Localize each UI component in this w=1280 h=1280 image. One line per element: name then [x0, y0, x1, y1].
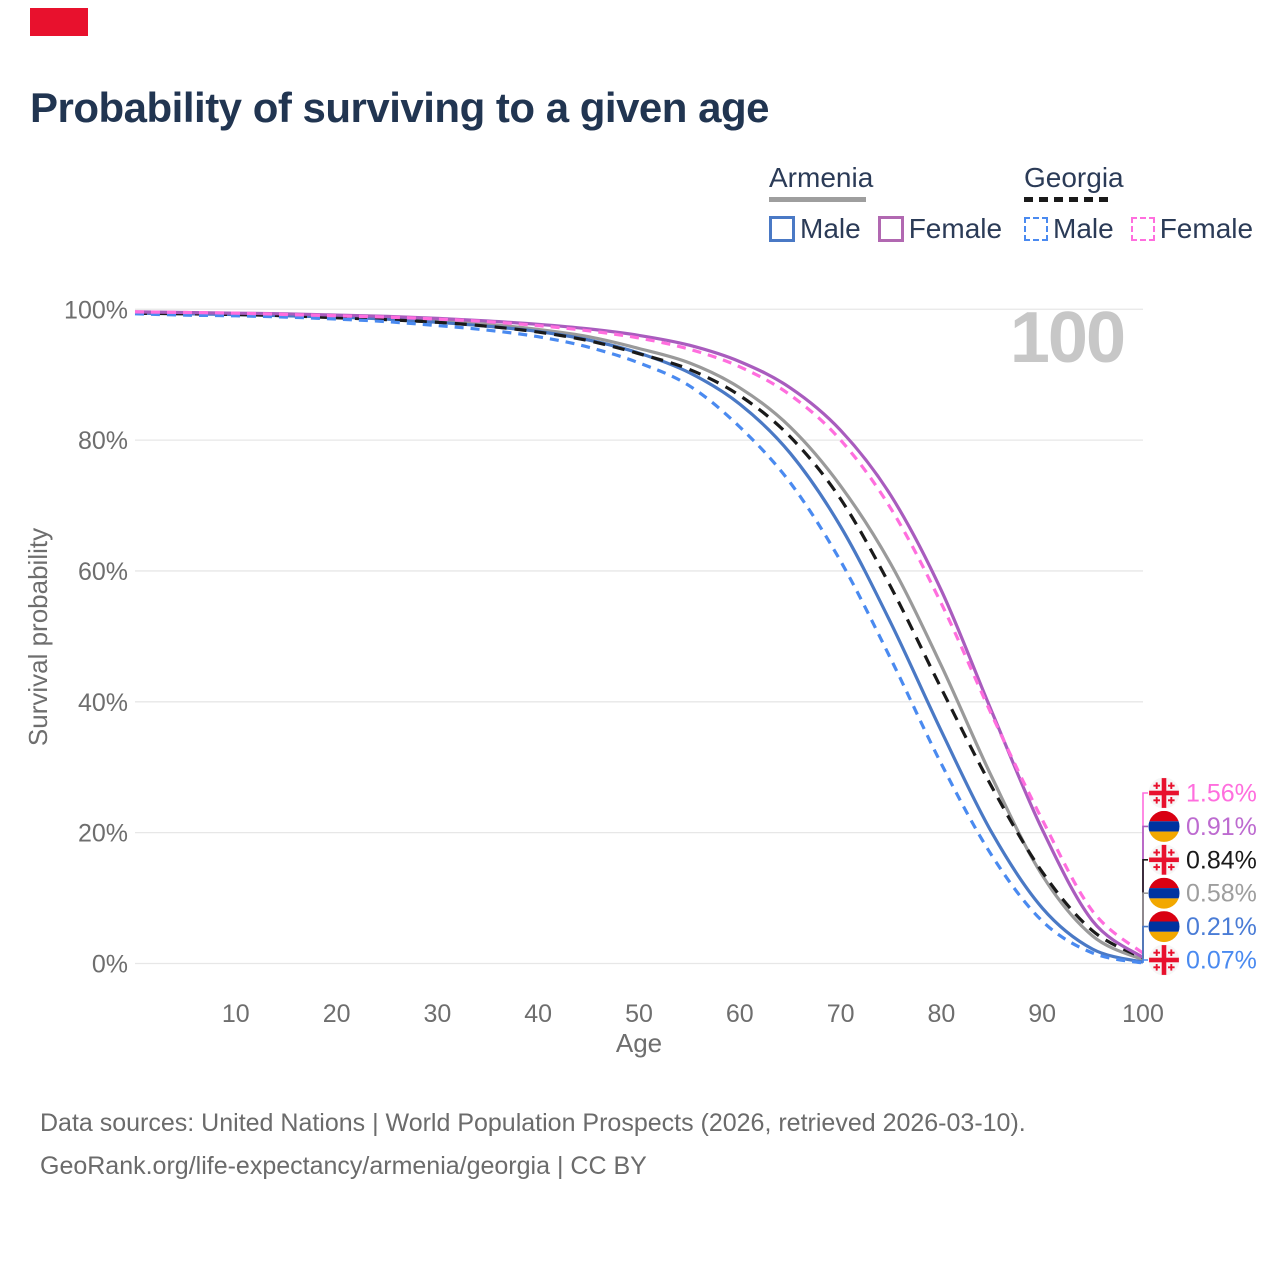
x-tick-label: 20	[323, 1000, 351, 1028]
end-label-armenia-female: 0.91%	[1186, 813, 1257, 841]
x-tick-label: 10	[222, 1000, 250, 1028]
footer-attribution: GeoRank.org/life-expectancy/armenia/geor…	[40, 1152, 647, 1180]
x-tick-label: 60	[726, 1000, 754, 1028]
footer: Data sources: United Nations | World Pop…	[40, 1102, 1026, 1188]
georgia-female-swatch-icon[interactable]	[1130, 217, 1155, 241]
survival-curve-georgia-male	[134, 312, 1144, 965]
survival-curve-armenia-male	[134, 311, 1144, 964]
flag-banner-fragment	[30, 8, 88, 36]
x-tick-label: 70	[827, 1000, 855, 1028]
y-axis-title: Survival probability	[23, 528, 53, 746]
end-label-georgia-female: 1.56%	[1186, 780, 1257, 808]
georgia-flag-icon	[1148, 844, 1180, 876]
x-tick-label: 30	[423, 1000, 451, 1028]
georgia-male-swatch-icon[interactable]	[1024, 217, 1048, 241]
survival-curve-georgia-female	[134, 310, 1145, 955]
y-tick-label: 60%	[78, 558, 128, 586]
armenia-flag-icon	[1148, 877, 1180, 909]
legend-item-label: Male	[800, 213, 861, 244]
armenia-flag-icon	[1148, 810, 1180, 842]
legend-underline-armenia-solid	[769, 197, 866, 202]
y-tick-label: 80%	[78, 427, 128, 455]
x-tick-label: 50	[625, 1000, 653, 1028]
x-tick-label: 90	[1028, 1000, 1056, 1028]
y-tick-label: 20%	[78, 820, 128, 848]
footer-data-sources: Data sources: United Nations | World Pop…	[40, 1109, 1026, 1137]
end-label-armenia-male: 0.21%	[1186, 913, 1257, 941]
leader-line-armenia-male	[1142, 925, 1148, 963]
legend-item-label: Male	[1053, 213, 1114, 244]
armenia-male-swatch-icon[interactable]	[769, 216, 795, 242]
legend-item-label: Female	[908, 213, 1003, 244]
y-tick-label: 0%	[92, 951, 128, 979]
legend-group-armenia: Armenia Male Female	[769, 162, 1019, 245]
legend-item-georgia-male[interactable]: Male	[1024, 213, 1114, 245]
survival-curve-armenia-female	[134, 310, 1144, 959]
page-title: Probability of surviving to a given age	[30, 84, 769, 131]
legend-item-georgia-female[interactable]: Female	[1130, 213, 1254, 245]
x-tick-label: 100	[1122, 1000, 1164, 1028]
legend-title-armenia: Armenia	[769, 162, 874, 193]
end-label-armenia: 0.58%	[1186, 880, 1257, 908]
end-label-georgia-male: 0.07%	[1186, 947, 1257, 975]
y-tick-label: 40%	[78, 689, 128, 717]
y-tick-label: 100%	[64, 296, 128, 324]
watermark-age-100: 100	[1010, 298, 1124, 378]
legend-group-georgia: Georgia Male Female	[1024, 162, 1270, 245]
x-tick-label: 40	[524, 1000, 552, 1028]
legend-item-armenia-female[interactable]: Female	[877, 213, 1003, 245]
georgia-flag-icon	[1148, 777, 1180, 809]
end-label-georgia: 0.84%	[1186, 846, 1257, 874]
legend-item-armenia-male[interactable]: Male	[769, 213, 861, 245]
survival-curve-armenia	[134, 310, 1144, 962]
survival-curve-georgia	[134, 311, 1144, 960]
leader-line-georgia-male	[1142, 959, 1148, 963]
legend-underline-georgia-dashed	[1024, 197, 1112, 202]
armenia-flag-icon	[1148, 911, 1180, 943]
x-axis-title: Age	[616, 1028, 662, 1058]
legend-item-label: Female	[1159, 213, 1254, 244]
armenia-female-swatch-icon[interactable]	[877, 216, 904, 242]
georgia-flag-icon	[1148, 944, 1180, 976]
legend-title-georgia: Georgia	[1024, 162, 1124, 193]
x-tick-label: 80	[927, 1000, 955, 1028]
